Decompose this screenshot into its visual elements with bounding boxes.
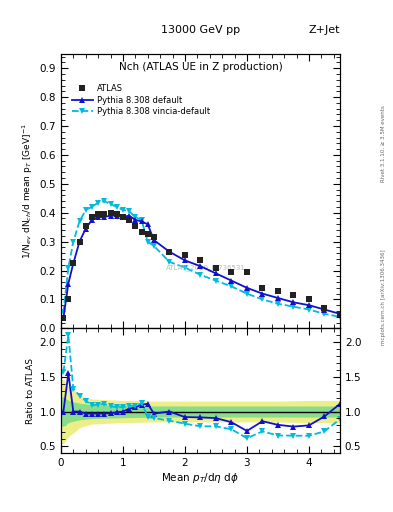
ATLAS bbox=[114, 211, 119, 217]
ATLAS bbox=[167, 249, 172, 255]
Pythia 8.308 vincia-default bbox=[307, 307, 311, 313]
ATLAS bbox=[66, 296, 71, 303]
Pythia 8.308 vincia-default bbox=[229, 283, 234, 289]
Line: Pythia 8.308 vincia-default: Pythia 8.308 vincia-default bbox=[61, 198, 343, 319]
Pythia 8.308 default bbox=[121, 214, 125, 220]
Pythia 8.308 vincia-default bbox=[260, 296, 265, 303]
ATLAS bbox=[102, 211, 107, 217]
Pythia 8.308 vincia-default bbox=[244, 291, 249, 297]
Pythia 8.308 vincia-default bbox=[77, 218, 82, 224]
Text: mcplots.cern.ch [arXiv:1306.3436]: mcplots.cern.ch [arXiv:1306.3436] bbox=[381, 249, 386, 345]
Pythia 8.308 vincia-default bbox=[198, 272, 203, 278]
ATLAS bbox=[244, 269, 249, 275]
Pythia 8.308 default bbox=[108, 212, 113, 219]
Pythia 8.308 vincia-default bbox=[145, 239, 150, 245]
ATLAS bbox=[139, 228, 144, 234]
Pythia 8.308 vincia-default bbox=[139, 217, 144, 223]
Text: Z+Jet: Z+Jet bbox=[309, 25, 340, 34]
ATLAS bbox=[213, 265, 218, 271]
ATLAS bbox=[198, 258, 203, 264]
Pythia 8.308 vincia-default bbox=[167, 259, 172, 265]
Pythia 8.308 default bbox=[167, 249, 172, 255]
ATLAS bbox=[291, 292, 296, 298]
ATLAS bbox=[229, 269, 234, 275]
Pythia 8.308 default bbox=[213, 270, 218, 276]
ATLAS bbox=[83, 223, 88, 229]
Pythia 8.308 vincia-default bbox=[61, 309, 66, 315]
ATLAS bbox=[108, 209, 113, 216]
Pythia 8.308 vincia-default bbox=[121, 207, 125, 213]
Line: ATLAS: ATLAS bbox=[60, 209, 343, 322]
Text: Nch (ATLAS UE in Z production): Nch (ATLAS UE in Z production) bbox=[119, 62, 282, 72]
Pythia 8.308 default bbox=[198, 263, 203, 269]
Pythia 8.308 vincia-default bbox=[127, 208, 132, 215]
ATLAS bbox=[275, 288, 280, 294]
ATLAS bbox=[322, 305, 327, 311]
Text: Rivet 3.1.10, ≥ 3.5M events: Rivet 3.1.10, ≥ 3.5M events bbox=[381, 105, 386, 182]
Pythia 8.308 default bbox=[83, 226, 88, 232]
Pythia 8.308 default bbox=[66, 281, 71, 287]
Pythia 8.308 default bbox=[183, 258, 187, 264]
Pythia 8.308 vincia-default bbox=[114, 204, 119, 210]
Pythia 8.308 default bbox=[152, 237, 156, 243]
Pythia 8.308 vincia-default bbox=[133, 214, 138, 220]
ATLAS bbox=[121, 214, 125, 220]
Pythia 8.308 vincia-default bbox=[291, 304, 296, 310]
ATLAS bbox=[61, 315, 66, 321]
Pythia 8.308 vincia-default bbox=[213, 278, 218, 284]
Pythia 8.308 vincia-default bbox=[83, 207, 88, 213]
ATLAS bbox=[96, 211, 101, 217]
Legend: ATLAS, Pythia 8.308 default, Pythia 8.308 vincia-default: ATLAS, Pythia 8.308 default, Pythia 8.30… bbox=[68, 80, 214, 120]
Pythia 8.308 vincia-default bbox=[102, 198, 107, 204]
Pythia 8.308 default bbox=[133, 217, 138, 223]
Pythia 8.308 default bbox=[77, 239, 82, 245]
Y-axis label: Ratio to ATLAS: Ratio to ATLAS bbox=[26, 358, 35, 424]
Pythia 8.308 default bbox=[291, 299, 296, 305]
Pythia 8.308 vincia-default bbox=[96, 200, 101, 206]
Pythia 8.308 default bbox=[229, 278, 234, 284]
ATLAS bbox=[71, 260, 76, 266]
Pythia 8.308 vincia-default bbox=[322, 311, 327, 317]
Pythia 8.308 default bbox=[114, 212, 119, 219]
Pythia 8.308 vincia-default bbox=[152, 243, 156, 249]
Pythia 8.308 default bbox=[260, 291, 265, 297]
Text: 13000 GeV pp: 13000 GeV pp bbox=[161, 25, 240, 34]
Pythia 8.308 default bbox=[145, 221, 150, 227]
Pythia 8.308 default bbox=[139, 218, 144, 224]
Pythia 8.308 default bbox=[307, 302, 311, 308]
Pythia 8.308 vincia-default bbox=[90, 204, 94, 210]
Pythia 8.308 vincia-default bbox=[183, 265, 187, 271]
ATLAS bbox=[127, 217, 132, 223]
Y-axis label: 1/N$_{ev}$ dN$_{ch}$/d mean p$_T$ [GeV]$^{-1}$: 1/N$_{ev}$ dN$_{ch}$/d mean p$_T$ [GeV]$… bbox=[21, 123, 35, 259]
Text: ATLAS_2019_I1736531: ATLAS_2019_I1736531 bbox=[166, 265, 246, 271]
ATLAS bbox=[307, 296, 311, 303]
Pythia 8.308 default bbox=[127, 212, 132, 219]
ATLAS bbox=[260, 285, 265, 291]
Pythia 8.308 default bbox=[90, 217, 94, 223]
X-axis label: Mean $p_T$/d$\eta$ d$\phi$: Mean $p_T$/d$\eta$ d$\phi$ bbox=[162, 471, 239, 485]
Pythia 8.308 vincia-default bbox=[66, 265, 71, 271]
Pythia 8.308 vincia-default bbox=[71, 239, 76, 245]
ATLAS bbox=[183, 251, 187, 258]
ATLAS bbox=[77, 239, 82, 245]
ATLAS bbox=[90, 214, 94, 220]
ATLAS bbox=[152, 234, 156, 240]
Pythia 8.308 default bbox=[244, 285, 249, 291]
Line: Pythia 8.308 default: Pythia 8.308 default bbox=[61, 213, 343, 321]
ATLAS bbox=[145, 231, 150, 238]
Pythia 8.308 vincia-default bbox=[108, 201, 113, 207]
Pythia 8.308 default bbox=[71, 260, 76, 266]
Pythia 8.308 vincia-default bbox=[275, 301, 280, 307]
ATLAS bbox=[338, 312, 342, 318]
Pythia 8.308 vincia-default bbox=[338, 314, 342, 320]
Pythia 8.308 default bbox=[322, 307, 327, 313]
Pythia 8.308 default bbox=[275, 295, 280, 301]
Pythia 8.308 default bbox=[102, 214, 107, 220]
Pythia 8.308 default bbox=[61, 315, 66, 321]
Pythia 8.308 default bbox=[338, 311, 342, 317]
Pythia 8.308 default bbox=[96, 214, 101, 220]
ATLAS bbox=[133, 223, 138, 229]
